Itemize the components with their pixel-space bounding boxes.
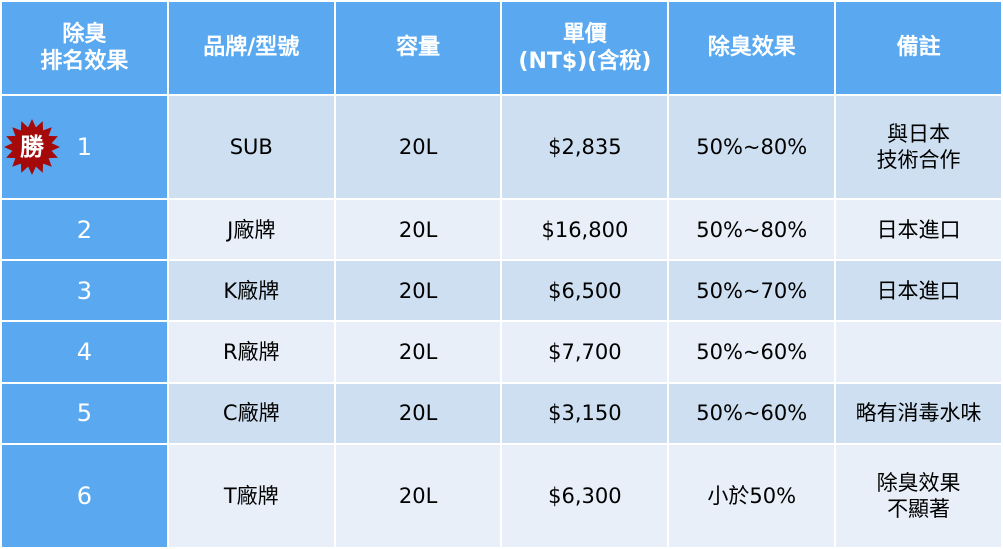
cell-capacity: 20L (333, 442, 503, 549)
cell-note: 與日本 技術合作 (834, 93, 1003, 201)
cell-price: $7,700 (500, 320, 670, 384)
cell-effect: 50%~80% (667, 198, 837, 262)
table-row: 1 勝 SUB 20L $2,835 50%~80% 與日本 技術合作 (0, 93, 1003, 201)
cell-rank: 3 (0, 259, 169, 323)
header-price: 單價 (NT$)(含稅) (500, 0, 670, 96)
winner-badge: 勝 (4, 119, 60, 176)
header-rank: 除臭 排名效果 (0, 0, 169, 96)
cell-price: $16,800 (500, 198, 670, 262)
cell-effect: 小於50% (667, 442, 837, 549)
starburst-icon (4, 119, 60, 176)
table-row: 5 C廠牌 20L $3,150 50%~60% 略有消毒水味 (0, 381, 1003, 445)
cell-brand: K廠牌 (166, 259, 336, 323)
table-row: 4 R廠牌 20L $7,700 50%~60% (0, 320, 1003, 384)
cell-brand: SUB (166, 93, 336, 201)
cell-capacity: 20L (333, 259, 503, 323)
cell-price: $2,835 (500, 93, 670, 201)
cell-rank: 2 (0, 198, 169, 262)
header-capacity: 容量 (333, 0, 503, 96)
cell-note (834, 320, 1003, 384)
cell-price: $3,150 (500, 381, 670, 445)
cell-effect: 50%~60% (667, 320, 837, 384)
badge-text: 勝 (20, 133, 44, 162)
header-row: 除臭 排名效果 品牌/型號 容量 單價 (NT$)(含稅) 除臭效果 備註 (0, 0, 1003, 96)
cell-effect: 50%~70% (667, 259, 837, 323)
cell-note: 日本進口 (834, 198, 1003, 262)
cell-rank: 6 (0, 442, 169, 549)
cell-brand: R廠牌 (166, 320, 336, 384)
cell-effect: 50%~80% (667, 93, 837, 201)
cell-rank: 4 (0, 320, 169, 384)
header-brand: 品牌/型號 (166, 0, 336, 96)
header-effect: 除臭效果 (667, 0, 837, 96)
cell-note: 日本進口 (834, 259, 1003, 323)
cell-brand: T廠牌 (166, 442, 336, 549)
table-row: 6 T廠牌 20L $6,300 小於50% 除臭效果 不顯著 (0, 442, 1003, 549)
cell-rank: 5 (0, 381, 169, 445)
cell-effect: 50%~60% (667, 381, 837, 445)
cell-capacity: 20L (333, 320, 503, 384)
table-row: 3 K廠牌 20L $6,500 50%~70% 日本進口 (0, 259, 1003, 323)
cell-price: $6,500 (500, 259, 670, 323)
cell-brand: C廠牌 (166, 381, 336, 445)
cell-capacity: 20L (333, 198, 503, 262)
cell-note: 除臭效果 不顯著 (834, 442, 1003, 549)
table-row: 2 J廠牌 20L $16,800 50%~80% 日本進口 (0, 198, 1003, 262)
cell-price: $6,300 (500, 442, 670, 549)
header-note: 備註 (834, 0, 1003, 96)
cell-capacity: 20L (333, 381, 503, 445)
cell-note: 略有消毒水味 (834, 381, 1003, 445)
cell-capacity: 20L (333, 93, 503, 201)
cell-brand: J廠牌 (166, 198, 336, 262)
